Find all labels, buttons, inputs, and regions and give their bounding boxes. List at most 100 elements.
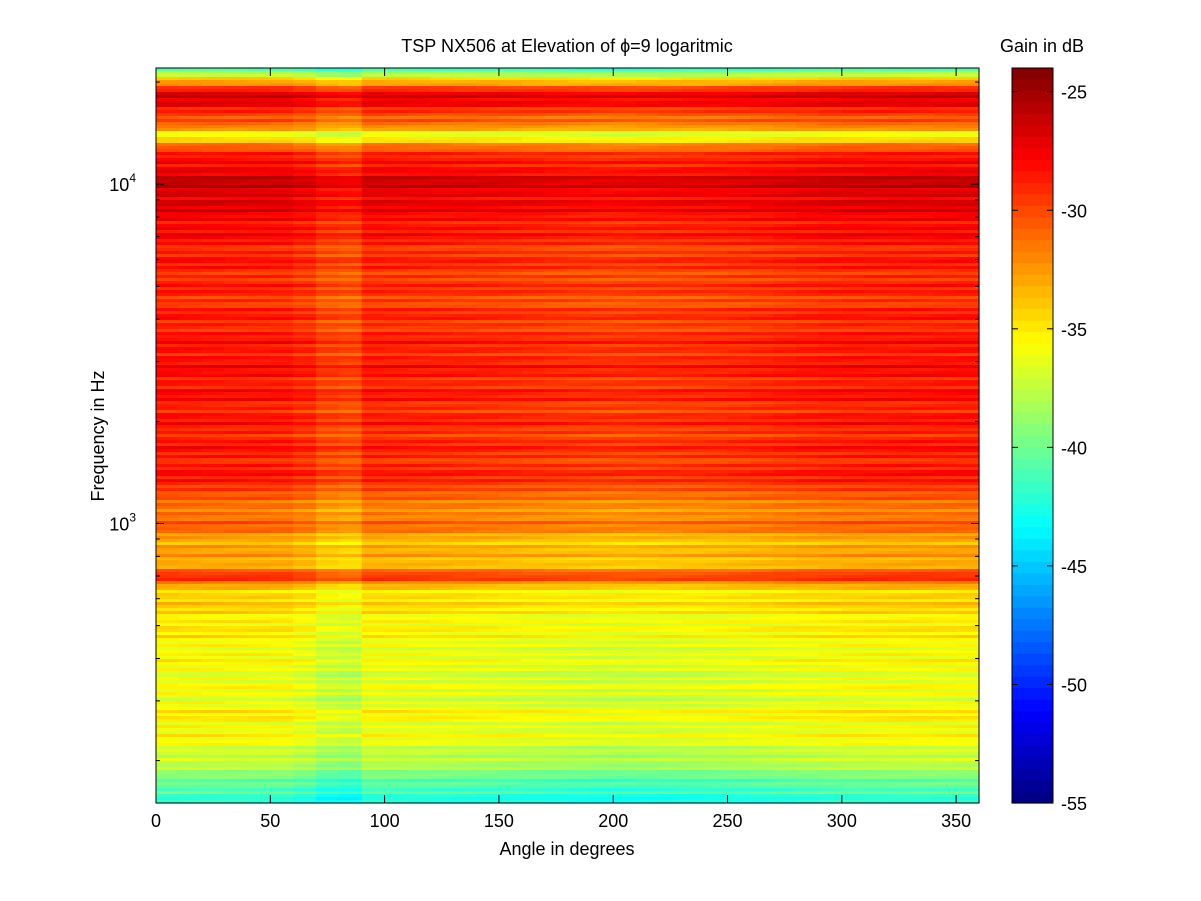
heatmap-cell [201, 71, 226, 75]
heatmap-cell [430, 302, 454, 306]
heatmap-cell [727, 416, 751, 420]
heatmap-cell [361, 155, 386, 159]
heatmap-cell [704, 383, 729, 387]
heatmap-cell [818, 332, 843, 336]
heatmap-cell [407, 107, 431, 111]
heatmap-cell [567, 152, 591, 156]
heatmap-cell [636, 227, 660, 231]
heatmap-cell [704, 353, 729, 357]
heatmap-cell [201, 77, 226, 81]
heatmap-cell [636, 446, 660, 450]
heatmap-cell [453, 368, 477, 372]
heatmap-cell [956, 107, 980, 111]
heatmap-cell [796, 95, 820, 99]
heatmap-cell [727, 398, 751, 402]
heatmap-cell [956, 407, 980, 411]
heatmap-cell [270, 143, 294, 147]
heatmap-cell [956, 341, 980, 345]
heatmap-cell [178, 464, 203, 468]
heatmap-cell [796, 182, 820, 186]
heatmap-cell [956, 119, 980, 123]
heatmap-cell [247, 389, 271, 393]
heatmap-cell [224, 203, 249, 207]
heatmap-cell [590, 419, 614, 423]
heatmap-cell [590, 104, 614, 108]
heatmap-cell [201, 83, 226, 87]
heatmap-cell [476, 116, 500, 120]
heatmap-cell [841, 476, 866, 480]
heatmap-cell [361, 386, 386, 390]
heatmap-cell [361, 161, 386, 165]
heatmap-cell [178, 278, 203, 282]
heatmap-cell [658, 137, 683, 141]
heatmap-cell [841, 98, 866, 102]
heatmap-cell [681, 203, 706, 207]
heatmap-cell [658, 146, 683, 150]
heatmap-cell [796, 131, 820, 135]
heatmap-cell [453, 146, 477, 150]
heatmap-cell [681, 311, 706, 315]
heatmap-cell [430, 380, 454, 384]
heatmap-cell [270, 257, 294, 261]
heatmap-cell [521, 149, 546, 153]
heatmap-cell [384, 473, 409, 477]
heatmap-cell [224, 308, 249, 312]
heatmap-cell [201, 191, 226, 195]
heatmap-cell [521, 143, 546, 147]
heatmap-cell [453, 110, 477, 114]
heatmap-cell [750, 233, 774, 237]
heatmap-cell [270, 326, 294, 330]
heatmap-cell [544, 329, 569, 333]
heatmap-cell [476, 359, 500, 363]
heatmap-cell [864, 449, 889, 453]
heatmap-cell [956, 440, 980, 444]
heatmap-cell [201, 221, 226, 225]
heatmap-cell [338, 386, 363, 390]
heatmap-cell [704, 482, 729, 486]
heatmap-cell [476, 146, 500, 150]
heatmap-cell [498, 380, 523, 384]
heatmap-cell [430, 428, 454, 432]
heatmap-cell [178, 371, 203, 375]
heatmap-cell [498, 119, 523, 123]
heatmap-cell [773, 95, 797, 99]
heatmap-cell [453, 71, 477, 75]
heatmap-cell [293, 479, 317, 483]
heatmap-cell [201, 104, 226, 108]
heatmap-cell [476, 446, 500, 450]
heatmap-cell [681, 131, 706, 135]
heatmap-cell [384, 329, 409, 333]
heatmap-cell [567, 248, 591, 252]
heatmap-cell [590, 296, 614, 300]
heatmap-cell [156, 359, 180, 363]
heatmap-cell [224, 233, 249, 237]
heatmap-cell [864, 344, 889, 348]
heatmap-cell [453, 248, 477, 252]
heatmap-cell [316, 434, 340, 438]
heatmap-cell [498, 137, 523, 141]
heatmap-cell [910, 197, 934, 201]
heatmap-cell [727, 221, 751, 225]
heatmap-cell [613, 107, 637, 111]
heatmap-cell [773, 170, 797, 174]
heatmap-cell [293, 101, 317, 105]
heatmap-cell [270, 104, 294, 108]
heatmap-cell [750, 365, 774, 369]
heatmap-cell [636, 254, 660, 258]
heatmap-cell [910, 413, 934, 417]
heatmap-cell [270, 98, 294, 102]
heatmap-cell [910, 125, 934, 129]
heatmap-cell [796, 143, 820, 147]
heatmap-cell [384, 92, 409, 96]
heatmap-cell [773, 68, 797, 72]
heatmap-cell [201, 74, 226, 78]
heatmap-cell [613, 428, 637, 432]
heatmap-cell [384, 401, 409, 405]
heatmap-cell [544, 422, 569, 426]
heatmap-cell [796, 68, 820, 72]
heatmap-cell [658, 272, 683, 276]
heatmap-cell [933, 443, 957, 447]
heatmap-cell [384, 164, 409, 168]
heatmap-cell [887, 473, 912, 477]
heatmap-cell [727, 458, 751, 462]
